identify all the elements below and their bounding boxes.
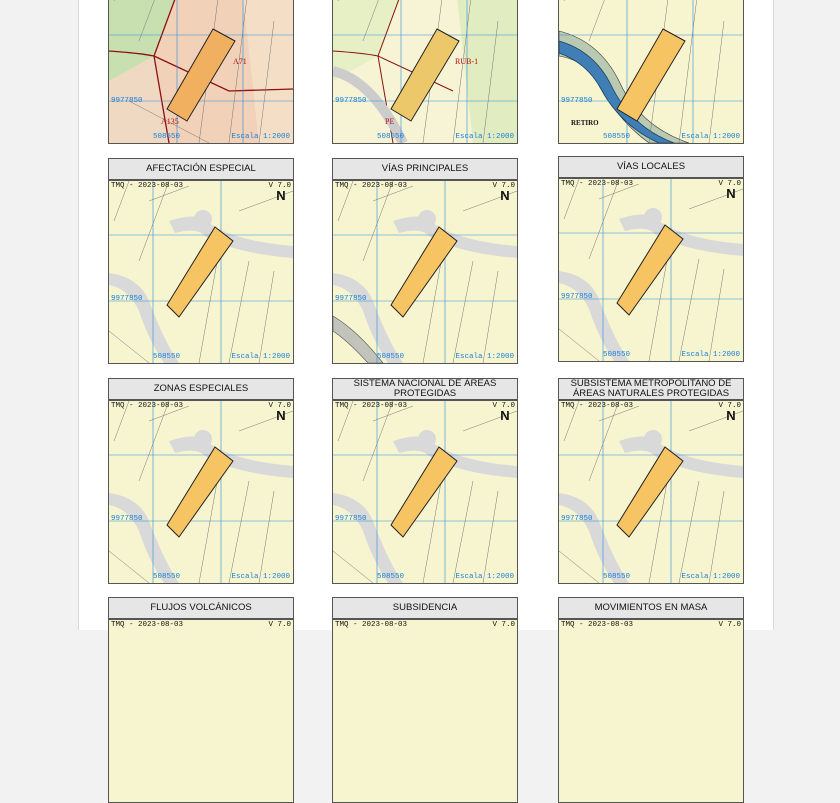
version-label: V 7.0 (492, 182, 515, 190)
scale-label: Escala 1:2000 (681, 573, 740, 581)
map-view: TMQ - 2023-08-03 V 7.0 (332, 619, 518, 803)
map-graphic (109, 181, 293, 363)
version-label: V 7.0 (268, 402, 291, 410)
north-arrow-icon: N (275, 409, 287, 432)
x-coordinate: 508550 (603, 573, 631, 581)
x-coordinate: 508550 (153, 353, 181, 361)
version-label: V 7.0 (492, 621, 515, 629)
scale-label: Escala 1:2000 (231, 133, 290, 141)
map-date-label: TMQ - 2023-08-03 (111, 402, 184, 410)
x-coordinate: 508550 (603, 133, 631, 141)
zone-label: RUB-1 (455, 57, 479, 66)
zone-label: RETIRO (571, 119, 599, 127)
panel-title: SISTEMA NACIONAL DE ÁREAS PROTEGIDAS (332, 378, 518, 400)
map-date-label: TMQ - 2023-08-03 (335, 182, 408, 190)
map-view: TMQ - 2023-08-03 V 7.0 N 9977850 508550 … (558, 178, 744, 362)
document-page: A71 A135 9977850 508550 Escala 1:2000 RU… (78, 0, 774, 803)
y-coordinate: 9977850 (335, 295, 367, 303)
panel-title: SUBSIDENCIA (332, 597, 518, 619)
map-view: TMQ - 2023-08-03 V 7.0 (558, 619, 744, 803)
map-graphic (109, 0, 293, 143)
panel-title: MOVIMIENTOS EN MASA (558, 597, 744, 619)
map-date-label: TMQ - 2023-08-03 (111, 621, 184, 629)
version-label: V 7.0 (492, 402, 515, 410)
map-date-label: TMQ - 2023-08-03 (561, 621, 634, 629)
y-coordinate: 9977850 (111, 97, 143, 105)
map-retiro: RETIRO 9977850 508550 Escala 1:2000 (558, 0, 744, 144)
map-graphic (333, 401, 517, 583)
version-label: V 7.0 (268, 182, 291, 190)
scale-label: Escala 1:2000 (681, 351, 740, 359)
y-coordinate: 9977850 (561, 293, 593, 301)
map-graphic (109, 401, 293, 583)
zone-label: A71 (233, 57, 247, 66)
x-coordinate: 508550 (377, 573, 405, 581)
panel-title: VÍAS LOCALES (558, 156, 744, 178)
scale-label: Escala 1:2000 (231, 353, 290, 361)
north-arrow-icon: N (499, 409, 511, 432)
x-coordinate: 508550 (377, 353, 405, 361)
map-zoning-building: RUB-1 PE 9977850 508550 Escala 1:2000 (332, 0, 518, 144)
map-graphic (559, 0, 743, 143)
map-view: TMQ - 2023-08-03 V 7.0 N 9977850 508550 … (108, 400, 294, 584)
map-view: TMQ - 2023-08-03 V 7.0 N 9977850 508550 … (332, 180, 518, 364)
map-date-label: TMQ - 2023-08-03 (335, 402, 408, 410)
map-view: TMQ - 2023-08-03 V 7.0 N 9977850 508550 … (332, 400, 518, 584)
y-coordinate: 9977850 (561, 515, 593, 523)
scale-label: Escala 1:2000 (455, 573, 514, 581)
version-label: V 7.0 (718, 621, 741, 629)
map-graphic (559, 401, 743, 583)
north-arrow-icon: N (725, 409, 737, 432)
scale-label: Escala 1:2000 (231, 573, 290, 581)
panel-title: ZONAS ESPECIALES (108, 378, 294, 400)
map-view: TMQ - 2023-08-03 V 7.0 N 9977850 508550 … (108, 180, 294, 364)
map-zoning-use: A71 A135 9977850 508550 Escala 1:2000 (108, 0, 294, 144)
map-date-label: TMQ - 2023-08-03 (111, 182, 184, 190)
map-view: TMQ - 2023-08-03 V 7.0 N 9977850 508550 … (558, 400, 744, 584)
scale-label: Escala 1:2000 (455, 353, 514, 361)
panel-title: AFECTACIÓN ESPECIAL (108, 158, 294, 180)
y-coordinate: 9977850 (111, 295, 143, 303)
x-coordinate: 508550 (377, 133, 405, 141)
map-graphic (333, 0, 517, 143)
scale-label: Escala 1:2000 (455, 133, 514, 141)
map-date-label: TMQ - 2023-08-03 (561, 402, 634, 410)
map-date-label: TMQ - 2023-08-03 (561, 180, 634, 188)
map-graphic (333, 181, 517, 363)
version-label: V 7.0 (268, 621, 291, 629)
north-arrow-icon: N (275, 189, 287, 212)
map-date-label: TMQ - 2023-08-03 (335, 621, 408, 629)
y-coordinate: 9977850 (111, 515, 143, 523)
north-arrow-icon: N (725, 187, 737, 210)
map-view: TMQ - 2023-08-03 V 7.0 (108, 619, 294, 803)
panel-title: VÍAS PRINCIPALES (332, 158, 518, 180)
x-coordinate: 508550 (153, 133, 181, 141)
zone-label: A135 (161, 117, 179, 126)
x-coordinate: 508550 (603, 351, 631, 359)
y-coordinate: 9977850 (561, 97, 593, 105)
version-label: V 7.0 (718, 402, 741, 410)
north-arrow-icon: N (499, 189, 511, 212)
y-coordinate: 9977850 (335, 515, 367, 523)
x-coordinate: 508550 (153, 573, 181, 581)
map-graphic (559, 179, 743, 361)
zone-label: PE (385, 117, 395, 126)
scale-label: Escala 1:2000 (681, 133, 740, 141)
panel-title: SUBSISTEMA METROPOLITANO DE ÁREAS NATURA… (558, 378, 744, 400)
panel-title: FLUJOS VOLCÁNICOS (108, 597, 294, 619)
y-coordinate: 9977850 (335, 97, 367, 105)
version-label: V 7.0 (718, 180, 741, 188)
